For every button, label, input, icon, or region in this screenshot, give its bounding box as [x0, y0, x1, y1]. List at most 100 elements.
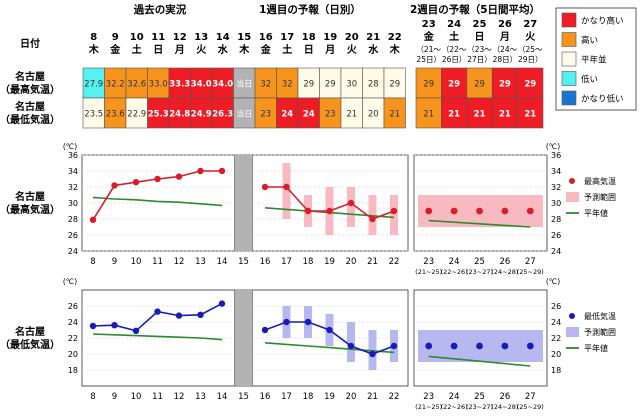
- day-weekday: 火: [347, 44, 358, 56]
- max-legend-point-label: 最高気温: [584, 176, 616, 186]
- min-legend-point-swatch: [569, 313, 575, 319]
- day-number: 11: [151, 32, 165, 43]
- max-xtick: 19: [324, 257, 335, 267]
- max-forecast-point: [283, 183, 290, 191]
- period-weekday: 日: [475, 31, 485, 43]
- max-xtick: 11: [152, 257, 163, 267]
- max-week2-cell: [441, 67, 468, 99]
- min-xtick: 8: [90, 392, 95, 402]
- max-ytick-right: 36: [551, 151, 561, 160]
- max-value: 34.0: [191, 80, 212, 90]
- max-xtick: 18: [303, 257, 314, 267]
- day-weekday: 火: [196, 44, 207, 56]
- min-ytick-left: 24: [68, 318, 78, 327]
- row-label-min-2: （最低気温）: [0, 113, 60, 126]
- day-weekday: 水: [217, 43, 229, 56]
- min-value: 26.3: [212, 110, 233, 120]
- min-value: 24: [303, 110, 315, 120]
- max-value: 32.2: [106, 80, 125, 90]
- period-range-start: （21～: [416, 45, 441, 54]
- min-week2-point: [450, 342, 458, 350]
- min-legend-band-label: 予測範囲: [584, 327, 616, 337]
- min-xtick-week2: 23: [423, 392, 434, 402]
- max-chart-title: （最高気温）: [0, 203, 60, 216]
- min-week2-point: [501, 342, 509, 350]
- min-week2-cell: [415, 97, 442, 129]
- min-forecast-point: [369, 350, 376, 358]
- min-xtick: 14: [217, 392, 228, 402]
- day-number: 17: [280, 32, 294, 43]
- level-legend-swatch: [561, 90, 577, 106]
- period-range-start: （23～: [467, 45, 492, 54]
- max-week2-point: [450, 207, 458, 215]
- min-xtick-week2: 24: [449, 392, 460, 402]
- min-value: 23.5: [84, 110, 103, 120]
- min-normal-line-forecast: [264, 342, 395, 354]
- max-ytick-left: 26: [68, 231, 78, 240]
- min-ytick-left: 18: [68, 366, 78, 375]
- day-weekday: 日: [304, 44, 314, 56]
- max-xtick-week2-range: (24~28): [491, 268, 518, 276]
- min-observed-point: [197, 311, 204, 318]
- level-legend-label: 低い: [581, 74, 598, 85]
- min-legend-normal-label: 平年値: [584, 343, 608, 353]
- max-xtick-week2: 23: [423, 257, 434, 267]
- min-ytick-right: 22: [551, 334, 561, 343]
- min-xtick-week2-range: (25~29): [517, 403, 544, 411]
- day-number: 15: [237, 32, 251, 43]
- row-label-min-1: 名古屋: [15, 100, 45, 113]
- day-weekday: 月: [174, 44, 185, 56]
- max-forecast-point: [326, 207, 333, 215]
- max-xtick: 20: [346, 257, 357, 267]
- max-ytick-right: 30: [551, 199, 561, 208]
- period-day: 26: [498, 19, 512, 30]
- min-observed-point: [132, 327, 140, 334]
- max-value: 29: [303, 80, 314, 90]
- min-normal-line-week2: [428, 355, 531, 367]
- max-observed-point: [132, 179, 140, 186]
- max-today-bar: [234, 155, 253, 251]
- max-value: 33.0: [149, 80, 168, 90]
- min-legend-point-label: 最低気温: [584, 311, 616, 321]
- day-number: 22: [388, 32, 402, 43]
- day-number: 19: [323, 32, 337, 43]
- max-xtick-week2-range: (21~25): [415, 268, 442, 276]
- min-ytick-right: 20: [551, 350, 561, 359]
- min-xtick: 12: [174, 392, 185, 402]
- day-weekday: 水: [367, 43, 379, 56]
- max-value: 33.3: [169, 80, 190, 90]
- period-weekday: 土: [449, 30, 459, 43]
- max-week2-value: 29: [448, 80, 460, 90]
- min-week2-cell: [466, 97, 493, 129]
- day-weekday: 日: [153, 44, 163, 56]
- max-week2-cell: [517, 67, 544, 99]
- max-unit-right: (℃): [546, 142, 560, 151]
- min-xtick: 18: [303, 392, 314, 402]
- max-forecast-point: [369, 215, 376, 223]
- row-label-max-2: （最高気温）: [0, 83, 60, 96]
- min-ytick-right: 18: [551, 366, 561, 375]
- max-ytick-right: 32: [551, 183, 561, 192]
- max-forecast-point: [261, 183, 269, 191]
- max-xtick-week2-range: (25~29): [517, 268, 544, 276]
- max-xtick: 15: [238, 257, 249, 267]
- day-weekday: 土: [282, 43, 292, 56]
- max-ytick-left: 30: [68, 199, 78, 208]
- min-value: 24.8: [169, 110, 190, 120]
- min-ytick-left: 20: [68, 350, 78, 359]
- max-week2-value: 29: [474, 80, 485, 90]
- max-observed-point: [111, 182, 118, 189]
- max-xtick: 10: [131, 257, 142, 267]
- min-unit-right: (℃): [546, 277, 560, 286]
- min-cell: [383, 97, 406, 129]
- min-ytick-right: 26: [551, 302, 561, 311]
- min-unit-left: (℃): [63, 277, 77, 286]
- min-week2-value: 21: [423, 110, 434, 120]
- min-legend-band-swatch: [566, 327, 579, 337]
- min-week2-point: [526, 342, 534, 350]
- period-day: 23: [422, 19, 436, 30]
- max-week2-value: 29: [524, 80, 536, 90]
- max-week2-point: [501, 207, 509, 215]
- max-xtick-week2: 26: [499, 257, 510, 267]
